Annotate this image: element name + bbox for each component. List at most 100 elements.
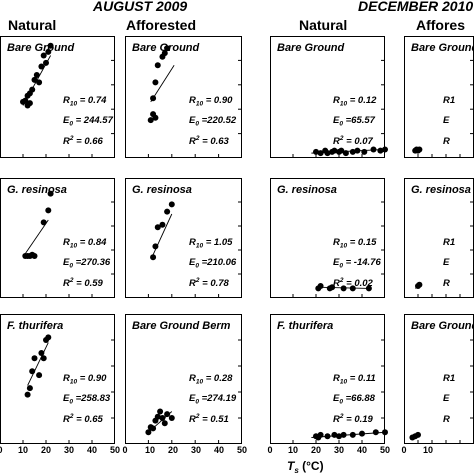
stat-e0-value: = 244.57 xyxy=(73,115,114,126)
stat-r10: R10 = 0.12 xyxy=(333,95,377,108)
stat-e0-subscript: 0 xyxy=(339,263,343,270)
x-axis-ticks-august-2009: 0 10 20 30 40 50 xyxy=(0,445,120,455)
data-point xyxy=(168,201,175,208)
panel-title: F. thurifera xyxy=(7,320,63,332)
stat-e0-symbol: E xyxy=(189,257,196,268)
data-point xyxy=(354,147,361,154)
stat-e0: E0 =65.57 xyxy=(333,115,376,128)
stat-e0-value: =210.06 xyxy=(199,257,237,268)
stat-r2-symbol: R xyxy=(189,278,196,289)
data-point xyxy=(152,243,159,250)
stat-r10: R10 = 0.28 xyxy=(189,373,233,386)
stat-e0-value: =220.52 xyxy=(199,115,237,126)
data-point xyxy=(159,415,166,421)
data-point xyxy=(416,146,423,153)
data-point xyxy=(33,72,40,79)
stat-r10: R1 xyxy=(443,95,455,106)
x-tick-label: 10 xyxy=(145,445,155,455)
stat-e0-symbol: E xyxy=(189,115,196,126)
x-tick-label: 10 xyxy=(18,445,28,455)
x-tick-label: 20 xyxy=(311,445,321,455)
column-header-natural-2009: Natural xyxy=(8,17,56,33)
stat-e0-symbol: E xyxy=(443,393,450,404)
stat-r2: R xyxy=(443,278,450,289)
stat-e0-value: =270.36 xyxy=(73,257,111,268)
stat-r10-subscript: 10 xyxy=(340,243,348,250)
stat-e0-value: =66.88 xyxy=(343,393,376,404)
data-point xyxy=(29,368,36,375)
data-point xyxy=(340,431,347,438)
panel-frame xyxy=(270,36,385,158)
stat-r2-superscript: 2 xyxy=(339,413,344,420)
column-header-afforested-2010: Affores xyxy=(416,17,465,33)
stat-e0: E0 =270.36 xyxy=(63,257,111,270)
stat-r2-symbol: R xyxy=(443,414,450,425)
data-point xyxy=(349,148,356,155)
stat-r2-symbol: R xyxy=(333,136,340,147)
panel-title: G. resinosa xyxy=(132,184,192,196)
stat-r10-symbol: R1 xyxy=(443,237,455,248)
data-point xyxy=(161,50,168,57)
stat-e0-value: = -14.76 xyxy=(343,257,381,268)
x-tick-label: 30 xyxy=(191,445,201,455)
data-point xyxy=(36,372,43,379)
panel-frame xyxy=(404,314,474,444)
stat-r2-superscript: 2 xyxy=(195,135,200,142)
x-axis-ticks-afforested-2010: 0 10 xyxy=(401,445,433,455)
data-point xyxy=(159,221,166,228)
stat-r10-symbol: R xyxy=(333,373,340,384)
data-point xyxy=(38,63,45,70)
data-point xyxy=(150,95,157,102)
data-point xyxy=(40,52,47,59)
stat-e0: E0 =66.88 xyxy=(333,393,376,406)
regression-line xyxy=(27,342,49,386)
data-point xyxy=(324,433,331,440)
stat-r10-symbol: R xyxy=(63,373,70,384)
stat-r2-value: = 0.07 xyxy=(344,136,374,147)
data-point xyxy=(43,59,49,66)
stat-r10-subscript: 10 xyxy=(196,243,204,250)
stat-e0-subscript: 0 xyxy=(339,121,343,128)
data-point xyxy=(317,431,324,438)
stat-e0-subscript: 0 xyxy=(69,399,73,406)
panel-title: F. thurifera xyxy=(277,320,333,332)
stat-r10-symbol: R xyxy=(63,95,70,106)
stat-r2: R2 = 0.02 xyxy=(333,277,374,289)
x-tick-label: 10 xyxy=(288,445,298,455)
data-point xyxy=(342,150,349,157)
data-point xyxy=(45,48,52,55)
stat-r10-value: = 0.28 xyxy=(203,373,233,384)
data-point xyxy=(150,254,157,261)
x-tick-label: 30 xyxy=(64,445,74,455)
stat-e0-value: =65.57 xyxy=(343,115,376,126)
x-tick-label: 20 xyxy=(41,445,51,455)
x-tick-label: 0 xyxy=(401,445,406,455)
stat-e0: E xyxy=(443,393,450,404)
stat-r2-symbol: R xyxy=(63,136,70,147)
data-point xyxy=(31,355,38,362)
stat-r2-superscript: 2 xyxy=(195,413,200,420)
stat-r2-value: = 0.63 xyxy=(200,136,230,147)
stat-r10-symbol: R1 xyxy=(443,95,455,106)
x-tick-label: 50 xyxy=(110,445,120,455)
stat-r10: R10 = 0.74 xyxy=(63,95,107,108)
stat-r10-subscript: 10 xyxy=(70,379,78,386)
x-tick-label: 30 xyxy=(334,445,344,455)
data-point xyxy=(365,285,372,292)
stat-r2: R2 = 0.65 xyxy=(63,413,104,425)
data-point xyxy=(340,285,347,292)
stat-r10-symbol: R xyxy=(189,237,196,248)
data-point xyxy=(31,253,38,259)
data-point xyxy=(150,425,157,432)
data-point xyxy=(349,431,356,438)
x-axis-label-unit: (°C) xyxy=(299,459,324,473)
period-label-december-2010: DECEMBER 2010 xyxy=(358,0,473,14)
stat-r2-symbol: R xyxy=(443,136,450,147)
stat-r10: R1 xyxy=(443,237,455,248)
panel-frame xyxy=(270,314,385,444)
stat-r10: R10 = 0.90 xyxy=(63,373,107,386)
stat-r10: R10 = 0.90 xyxy=(189,95,233,108)
